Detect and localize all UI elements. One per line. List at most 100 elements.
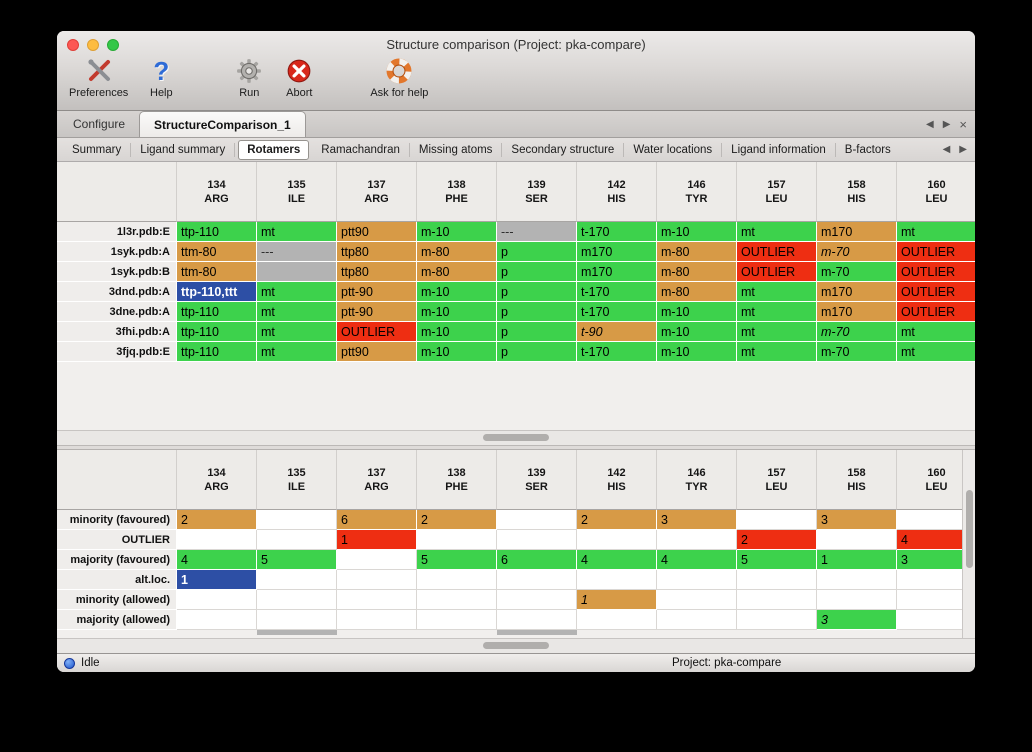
cell[interactable]: m170	[817, 302, 897, 322]
cell[interactable]: ---	[257, 242, 337, 262]
cell[interactable]: OUTLIER	[897, 262, 975, 282]
cell[interactable]	[337, 550, 417, 570]
column-header[interactable]: 134 ARG	[177, 450, 257, 510]
cell[interactable]	[577, 530, 657, 550]
cell[interactable]: t-170	[577, 302, 657, 322]
cell[interactable]	[897, 590, 975, 610]
cell[interactable]	[497, 610, 577, 630]
scrollbar-thumb[interactable]	[965, 490, 973, 568]
column-header[interactable]: 142 HIS	[577, 450, 657, 510]
cell[interactable]: m-10	[417, 222, 497, 242]
column-header[interactable]: 139 SER	[497, 162, 577, 222]
ask-for-help-button[interactable]: Ask for help	[370, 56, 428, 99]
cell[interactable]: m-70	[817, 242, 897, 262]
cell[interactable]: t-170	[577, 222, 657, 242]
cell[interactable]: OUTLIER	[337, 322, 417, 342]
cell[interactable]: mt	[897, 222, 975, 242]
cell[interactable]: p	[497, 242, 577, 262]
minimize-window-button[interactable]	[87, 39, 99, 51]
cell[interactable]: m-10	[417, 342, 497, 362]
cell[interactable]: p	[497, 342, 577, 362]
cell[interactable]	[177, 590, 257, 610]
row-label[interactable]: 3fhi.pdb:A	[57, 322, 177, 342]
cell[interactable]	[577, 570, 657, 590]
cell[interactable]: 4	[177, 550, 257, 570]
cell[interactable]: m-10	[417, 302, 497, 322]
row-label[interactable]: 3fjq.pdb:E	[57, 342, 177, 362]
column-header[interactable]: 157 LEU	[737, 450, 817, 510]
cell[interactable]: t-90	[577, 322, 657, 342]
cell[interactable]: mt	[737, 282, 817, 302]
cell[interactable]: 4	[897, 530, 975, 550]
cell[interactable]	[657, 610, 737, 630]
cell[interactable]: 3	[657, 510, 737, 530]
cell[interactable]: mt	[737, 302, 817, 322]
cell[interactable]	[657, 570, 737, 590]
tab-next-button[interactable]: ▶	[942, 118, 951, 130]
cell[interactable]: mt	[257, 282, 337, 302]
cell[interactable]: ttp-110	[177, 322, 257, 342]
column-header[interactable]: 138 PHE	[417, 450, 497, 510]
cell[interactable]	[417, 610, 497, 630]
row-label[interactable]: alt.loc.	[57, 570, 177, 590]
column-header[interactable]: 157 LEU	[737, 162, 817, 222]
column-header[interactable]: 135 ILE	[257, 162, 337, 222]
column-header[interactable]: 160 LEU	[897, 162, 975, 222]
cell[interactable]	[257, 510, 337, 530]
cell[interactable]	[337, 590, 417, 610]
run-button[interactable]: Run	[226, 56, 272, 99]
cell[interactable]: mt	[737, 342, 817, 362]
subtab-b-factors[interactable]: B-factors	[844, 143, 891, 156]
scrollbar-thumb[interactable]	[483, 434, 549, 441]
subtab-secondary-structure[interactable]: Secondary structure	[502, 142, 625, 157]
column-header[interactable]: 158 HIS	[817, 450, 897, 510]
row-label[interactable]: 1l3r.pdb:E	[57, 222, 177, 242]
cell[interactable]	[577, 610, 657, 630]
scrollbar-thumb[interactable]	[483, 642, 549, 649]
cell[interactable]: ptt-90	[337, 282, 417, 302]
cell[interactable]	[497, 570, 577, 590]
cell[interactable]: m-80	[417, 262, 497, 282]
column-header[interactable]: 134 ARG	[177, 162, 257, 222]
cell[interactable]: 1	[577, 590, 657, 610]
cell[interactable]: 5	[257, 550, 337, 570]
preferences-button[interactable]: Preferences	[69, 56, 128, 99]
cell[interactable]: OUTLIER	[897, 282, 975, 302]
subtab-ligand-information[interactable]: Ligand information	[722, 142, 836, 157]
tab-structure-comparison-1[interactable]: StructureComparison_1	[139, 111, 306, 137]
cell[interactable]: 3	[817, 510, 897, 530]
cell[interactable]	[817, 570, 897, 590]
cell[interactable]: OUTLIER	[897, 302, 975, 322]
cell[interactable]: m170	[577, 262, 657, 282]
cell[interactable]: m170	[817, 282, 897, 302]
row-label[interactable]: 1syk.pdb:A	[57, 242, 177, 262]
cell[interactable]: 1	[817, 550, 897, 570]
tab-prev-button[interactable]: ◀	[926, 118, 934, 130]
cell[interactable]: t-170	[577, 282, 657, 302]
cell[interactable]	[737, 510, 817, 530]
cell[interactable]: m-10	[417, 282, 497, 302]
row-label[interactable]: OUTLIER	[57, 530, 177, 550]
cell[interactable]: mt	[257, 222, 337, 242]
cell[interactable]: mt	[897, 322, 975, 342]
cell[interactable]	[897, 510, 975, 530]
cell[interactable]: ttp-110,ttt	[177, 282, 257, 302]
cell[interactable]: OUTLIER	[737, 262, 817, 282]
column-header[interactable]: 146 TYR	[657, 450, 737, 510]
cell[interactable]	[737, 590, 817, 610]
row-label[interactable]: minority (favoured)	[57, 510, 177, 530]
pane-splitter[interactable]	[57, 446, 975, 450]
horizontal-scrollbar[interactable]	[57, 638, 975, 653]
cell[interactable]	[737, 610, 817, 630]
cell[interactable]: OUTLIER	[897, 242, 975, 262]
subtab-ramachandran[interactable]: Ramachandran	[312, 142, 410, 157]
cell[interactable]: 3	[897, 550, 975, 570]
cell[interactable]	[257, 610, 337, 630]
cell[interactable]: mt	[897, 342, 975, 362]
cell[interactable]: m-10	[657, 342, 737, 362]
cell[interactable]: m170	[577, 242, 657, 262]
row-label[interactable]: majority (allowed)	[57, 610, 177, 630]
cell[interactable]: 2	[177, 510, 257, 530]
cell[interactable]: mt	[257, 322, 337, 342]
cell[interactable]: m-10	[657, 322, 737, 342]
